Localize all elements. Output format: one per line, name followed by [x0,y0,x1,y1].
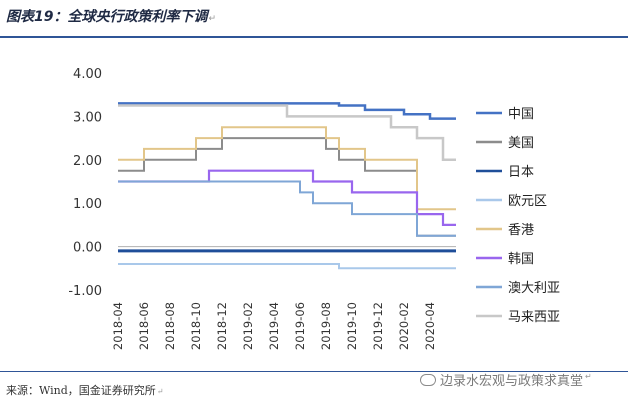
legend-entry: 马来西亚 [476,310,560,325]
x-axis: 2018-04 2018-06 2018-08 2018-10 2018-12 2019-… [111,246,456,350]
source-note: 来源：Wind，国金证券研究所↵ [6,384,164,397]
y-tick-label: 2.00 [73,154,102,169]
legend-label: 日本 [508,165,534,180]
x-tick-label: 2019-08 [319,302,333,350]
bottom-rule [0,371,628,372]
paragraph-mark-icon: ↵ [156,387,164,396]
series-line-7 [118,104,456,162]
y-tick-label: -1.00 [68,284,102,299]
x-tick-label: 2020-02 [397,302,411,350]
y-axis: 4.00 3.00 2.00 1.00 0.00 -1.00 [68,67,102,299]
legend-label: 澳大利亚 [508,280,560,296]
series-line-6 [118,180,456,237]
x-tick-label: 2018-12 [215,302,229,350]
wechat-icon [420,374,436,386]
watermark: 边录水宏观与政策求真堂 ↵ [420,370,592,389]
legend-entry: 中国 [476,107,534,122]
x-tick-label: 2020-04 [423,302,437,350]
x-tick-label: 2018-06 [137,302,151,350]
y-tick-label: 4.00 [73,67,102,82]
series-line-1 [118,137,456,237]
legend-entry: 欧元区 [476,194,547,209]
legend-label: 马来西亚 [508,310,560,325]
legend-entry: 澳大利亚 [476,280,560,296]
y-tick-label: 1.00 [73,197,102,212]
legend-label: 欧元区 [508,194,547,209]
x-tick-label: 2019-06 [293,302,307,350]
legend-entry: 日本 [476,165,534,180]
x-tick-label: 2019-10 [345,302,359,350]
legend-label: 中国 [508,107,534,122]
top-rule [0,36,628,38]
y-tick-label: 3.00 [73,110,102,125]
x-tick-label: 2018-04 [111,302,125,350]
legend-entry: 香港 [476,223,534,238]
paragraph-mark-icon: ↵ [208,14,217,24]
series-line-4 [118,126,456,211]
legend-label: 香港 [508,223,534,238]
x-tick-label: 2019-04 [267,302,281,350]
x-tick-label: 2018-10 [189,302,203,350]
figure-title: 图表19：全球央行政策利率下调↵ [6,9,217,25]
legend-label: 韩国 [508,252,534,267]
legend-label: 美国 [508,136,534,151]
paragraph-mark-icon: ↵ [585,372,592,381]
series-line-5 [118,169,456,226]
legend-entry: 韩国 [476,252,534,267]
plot-area [118,102,456,270]
x-tick-label: 2019-12 [371,302,385,350]
legend-entry: 美国 [476,136,534,151]
x-tick-label: 2019-02 [241,302,255,350]
x-tick-label: 2018-08 [163,302,177,350]
y-tick-label: 0.00 [73,241,102,256]
series-line-3 [118,263,456,270]
series-line-0 [118,102,456,120]
